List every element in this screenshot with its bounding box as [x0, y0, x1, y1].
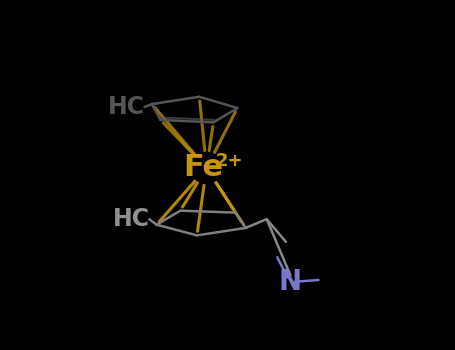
- Text: Fe: Fe: [183, 154, 223, 182]
- Text: HC: HC: [108, 95, 145, 119]
- Text: 2+: 2+: [216, 152, 243, 170]
- Text: N: N: [279, 268, 302, 296]
- Text: HC: HC: [112, 208, 150, 231]
